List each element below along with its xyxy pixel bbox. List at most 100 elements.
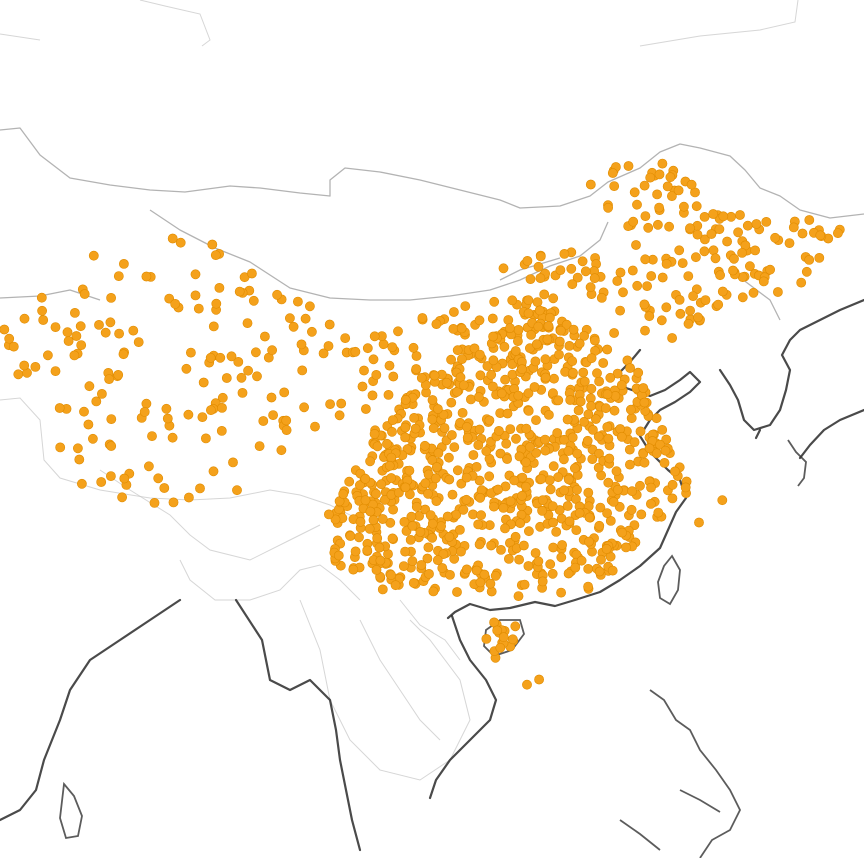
point-xinjiang xyxy=(217,392,228,403)
point-northeast xyxy=(733,227,743,238)
point-northeast xyxy=(715,270,725,281)
point-core xyxy=(612,484,623,495)
point-north-arc xyxy=(533,261,544,272)
point-xinjiang xyxy=(195,483,205,494)
point-core xyxy=(323,509,334,520)
point-core xyxy=(521,423,532,434)
point-core xyxy=(488,331,498,342)
point-core xyxy=(626,504,637,515)
point-core xyxy=(427,455,438,466)
point-core xyxy=(390,580,401,591)
point-core xyxy=(376,479,387,490)
point-xinjiang xyxy=(143,461,154,472)
point-core xyxy=(442,511,453,522)
point-xinjiang xyxy=(246,268,257,279)
point-core xyxy=(636,509,647,520)
point-core xyxy=(536,473,547,484)
point-northeast xyxy=(632,280,643,291)
point-core xyxy=(540,445,551,456)
point-northeast xyxy=(761,216,772,227)
point-xinjiang xyxy=(117,492,127,503)
point-northeast xyxy=(833,228,843,238)
point-core xyxy=(474,349,485,360)
point-core xyxy=(563,568,574,579)
point-core xyxy=(423,542,434,553)
point-core xyxy=(529,382,540,392)
point-core xyxy=(609,328,619,338)
point-core xyxy=(469,343,480,354)
point-core xyxy=(629,437,640,447)
point-core xyxy=(419,440,430,451)
point-xinjiang xyxy=(19,313,30,324)
point-core xyxy=(602,508,612,518)
point-core xyxy=(521,457,531,468)
point-xinjiang xyxy=(243,365,253,376)
point-xinjiang xyxy=(79,406,89,417)
point-xinjiang xyxy=(153,473,164,484)
point-north-arc xyxy=(589,273,600,284)
point-gansu-inner-mongolia xyxy=(507,295,518,306)
point-core xyxy=(515,518,526,529)
point-hainan xyxy=(481,634,492,644)
point-core xyxy=(568,324,579,335)
point-xinjiang xyxy=(38,315,49,325)
point-xinjiang xyxy=(70,307,80,318)
point-northeast xyxy=(654,169,665,180)
point-gansu-inner-mongolia xyxy=(384,360,395,371)
point-xinjiang xyxy=(200,433,211,444)
point-core xyxy=(428,423,439,434)
point-isolated xyxy=(0,324,10,335)
point-core xyxy=(429,370,440,381)
point-core xyxy=(496,388,507,399)
point-core xyxy=(547,568,558,579)
point-core xyxy=(555,325,566,336)
point-northeast xyxy=(699,246,710,257)
point-core xyxy=(445,570,455,580)
point-core xyxy=(372,441,383,452)
point-xinjiang xyxy=(299,402,309,413)
point-northeast xyxy=(700,295,711,305)
point-core xyxy=(355,516,366,527)
point-northeast xyxy=(692,229,703,240)
point-core xyxy=(432,404,443,414)
point-northeast xyxy=(627,265,638,276)
point-core xyxy=(549,373,559,384)
point-north-arc xyxy=(596,292,607,303)
point-xinjiang xyxy=(310,421,320,432)
point-core xyxy=(544,409,554,420)
point-core xyxy=(564,516,575,527)
point-core xyxy=(485,578,496,589)
point-gansu-inner-mongolia xyxy=(357,381,368,392)
point-xinjiang xyxy=(210,250,221,260)
point-core xyxy=(537,495,548,505)
point-core xyxy=(598,358,609,368)
point-core xyxy=(348,564,359,575)
point-core xyxy=(517,364,527,375)
point-core xyxy=(586,401,596,411)
point-core xyxy=(362,545,373,556)
point-core xyxy=(548,542,559,553)
point-core xyxy=(409,412,419,423)
point-core xyxy=(592,368,602,379)
point-north-arc xyxy=(535,251,546,262)
point-core xyxy=(635,426,646,437)
point-northeast xyxy=(708,245,719,256)
point-core xyxy=(371,488,381,499)
point-core xyxy=(575,396,586,407)
point-core xyxy=(513,324,524,335)
point-core xyxy=(350,546,361,557)
point-xinjiang xyxy=(105,317,116,328)
point-gansu-inner-mongolia xyxy=(368,354,379,365)
point-xinjiang xyxy=(168,497,179,508)
point-core xyxy=(427,414,438,425)
point-core xyxy=(430,473,441,484)
point-xinjiang xyxy=(281,425,292,435)
point-core xyxy=(456,546,466,557)
point-xinjiang xyxy=(242,318,253,328)
point-xinjiang xyxy=(284,313,295,324)
point-core xyxy=(552,428,563,438)
point-northeast xyxy=(683,271,694,281)
point-northeast xyxy=(609,181,620,191)
point-core xyxy=(617,527,627,538)
point-northeast xyxy=(748,287,759,298)
